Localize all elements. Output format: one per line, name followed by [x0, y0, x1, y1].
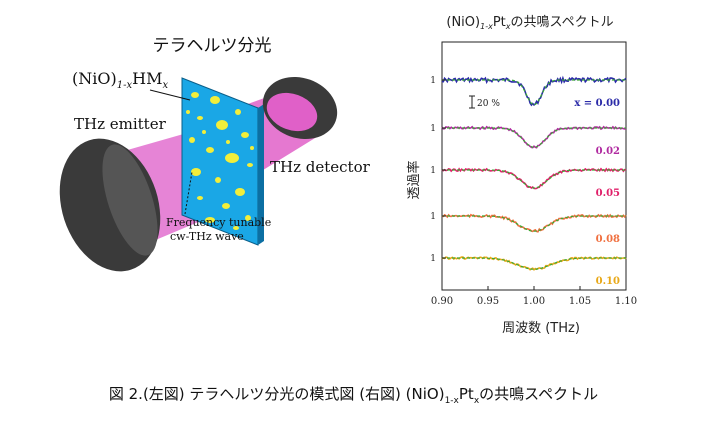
x-tick-label-2: 1.00: [523, 296, 545, 307]
series-line-3: [441, 213, 627, 233]
y-tick-label-3: 1: [430, 212, 436, 222]
y-tick-label-1: 1: [430, 124, 436, 134]
resonance-spectrum-chart: (NiO)1-xPtxの共鳴スペクトル x = 0.00 0.02 0.05 0.08…: [406, 15, 637, 336]
caption-sub: 1-x: [444, 396, 459, 406]
series-label-1: 0.02: [596, 146, 620, 157]
x-axis-label: 周波数 (THz): [502, 321, 580, 336]
diagram-title: テラヘルツ分光: [153, 36, 272, 56]
caption-x: x: [473, 396, 480, 406]
fit-line-1: [442, 127, 626, 148]
sample-label: (NiO)1-xHMx: [72, 69, 168, 91]
sample-plate: [181, 77, 264, 246]
series-layer: x = 0.00 0.02 0.05 0.08 0.10: [441, 75, 627, 287]
y-tick-label-2: 1: [430, 166, 436, 176]
series-label-3: 0.08: [596, 234, 620, 245]
wave-label-line1: Frequency tunable: [166, 216, 271, 229]
scale-bar-label: 20 %: [477, 99, 500, 109]
fit-line-0: [442, 79, 626, 106]
series-label-2: 0.05: [596, 188, 620, 199]
caption-tail: の共鳴スペクトル: [479, 385, 599, 403]
x-tick-layer: 0.90 0.95 1.00 1.05 1.10: [431, 286, 637, 307]
series-label-4: 0.10: [596, 276, 620, 287]
x-tick-label-4: 1.10: [615, 296, 637, 307]
series-line-0: [441, 75, 627, 107]
caption-pt: Pt: [458, 385, 474, 403]
x-tick-label-3: 1.05: [569, 296, 591, 307]
scale-bar: 20 %: [469, 95, 500, 109]
x-tick-label-0: 0.90: [431, 296, 453, 307]
sample-pointer-line: [149, 89, 191, 101]
fit-line-2: [442, 169, 626, 189]
figure-caption: 図 2.(左図) テラヘルツ分光の模式図 (右図) (NiO)1-xPtxの共鳴…: [0, 383, 707, 406]
caption-prefix: 図 2.(左図) テラヘルツ分光の模式図 (右図) (NiO): [108, 385, 445, 403]
thz-emitter-dome: [59, 138, 161, 272]
series-line-1: [441, 125, 627, 149]
fit-line-3: [442, 215, 626, 232]
chart-title: (NiO)1-xPtxの共鳴スペクトル: [446, 15, 613, 31]
wave-label-line2: cw-THz wave: [170, 230, 244, 243]
series-label-0: x = 0.00: [574, 98, 620, 109]
x-tick-label-1: 0.95: [477, 296, 499, 307]
wave-pointer-line: [184, 171, 193, 215]
y-tick-label-0: 1: [430, 76, 436, 86]
y-axis-label: 透過率: [406, 160, 422, 199]
emitter-label: THz emitter: [74, 115, 167, 133]
series-line-2: [441, 167, 627, 190]
series-line-4: [441, 256, 627, 271]
y-tick-label-4: 1: [430, 254, 436, 264]
fit-line-4: [442, 257, 626, 270]
thz-detector-dome: [262, 76, 338, 140]
thz-setup-diagram: テラヘルツ分光: [59, 36, 371, 272]
y-tick-layer: 1 1 1 1 1: [430, 76, 446, 264]
detector-label: THz detector: [270, 158, 371, 176]
plot-frame: [441, 41, 627, 291]
